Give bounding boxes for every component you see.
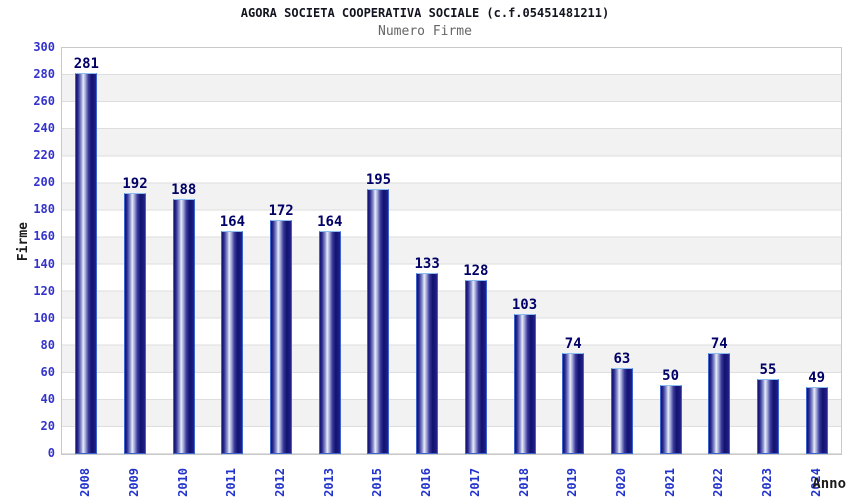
bar (610, 368, 633, 454)
y-tick-label: 180 (33, 202, 55, 217)
y-tick-label: 140 (33, 256, 55, 271)
x-tick-label: 2009 (127, 468, 142, 497)
x-tick-label: 2021 (662, 468, 677, 497)
x-tick-label: 2019 (565, 468, 580, 497)
bar-value-label: 172 (268, 203, 294, 219)
x-tick-label: 2011 (224, 468, 239, 497)
bar (708, 353, 731, 454)
chart-subtitle: Numero Firme (378, 24, 472, 39)
bar (367, 189, 390, 454)
bar (221, 231, 244, 454)
y-tick-label: 20 (40, 418, 55, 433)
y-axis-title: Firme (16, 222, 31, 262)
bar (270, 220, 293, 454)
x-tick-label: 2018 (516, 468, 531, 497)
x-tick-label: 2012 (273, 468, 288, 497)
y-tick-label: 100 (33, 310, 55, 325)
bar-value-label: 281 (73, 56, 99, 72)
bar-value-label: 74 (564, 336, 582, 352)
bar-value-label: 103 (511, 297, 538, 313)
x-tick-label: 2023 (759, 468, 774, 497)
x-tick-label: 2017 (467, 468, 482, 497)
bar-value-label: 55 (759, 362, 777, 378)
plot-area: 281 192 188 164 172 164 195 133 128 103 74 63 50 74 55… (61, 47, 842, 455)
x-tick-label: 2022 (711, 468, 726, 497)
y-tick-label: 80 (40, 337, 55, 352)
y-tick-label: 200 (33, 175, 55, 190)
y-tick-label: 260 (33, 94, 55, 109)
bar (805, 387, 828, 454)
x-tick-label: 2016 (419, 468, 434, 497)
bar (75, 73, 98, 454)
bar (756, 379, 779, 454)
bar-value-label: 50 (662, 368, 680, 384)
bar-value-label: 164 (219, 214, 246, 230)
bar-value-label: 74 (710, 336, 728, 352)
bar (124, 193, 147, 454)
bar (172, 199, 195, 454)
y-tick-label: 60 (40, 364, 55, 379)
x-tick-label: 2010 (175, 468, 190, 497)
bar-value-label: 188 (171, 182, 197, 198)
y-tick-label: 280 (33, 67, 55, 82)
y-tick-label: 240 (33, 121, 55, 136)
bar (318, 231, 341, 454)
x-tick-label: 2013 (321, 468, 336, 497)
y-tick-label: 220 (33, 148, 55, 163)
x-tick-label: 2015 (370, 468, 385, 497)
bar (464, 280, 487, 454)
bar (562, 353, 585, 454)
bar-value-label: 195 (365, 172, 392, 188)
y-tick-label: 160 (33, 229, 55, 244)
x-tick-label: 2008 (78, 468, 93, 497)
bar (659, 385, 682, 454)
bar-value-label: 49 (808, 370, 826, 386)
y-tick-label: 0 (47, 446, 55, 460)
bar-value-label: 63 (613, 351, 631, 367)
y-tick-label: 300 (33, 40, 55, 54)
y-tick-label: 40 (40, 391, 55, 406)
x-tick-label: 2020 (613, 468, 628, 497)
bar (416, 273, 439, 454)
bar-value-label: 192 (122, 176, 148, 192)
bar-value-label: 164 (317, 214, 343, 230)
bar-value-label: 133 (414, 256, 440, 272)
x-axis-title: Anno (812, 476, 846, 492)
y-tick-label: 120 (33, 283, 55, 298)
bar-value-label: 128 (463, 263, 489, 279)
bar (513, 314, 536, 454)
chart-title: AGORA SOCIETA COOPERATIVA SOCIALE (c.f.0… (240, 6, 610, 20)
